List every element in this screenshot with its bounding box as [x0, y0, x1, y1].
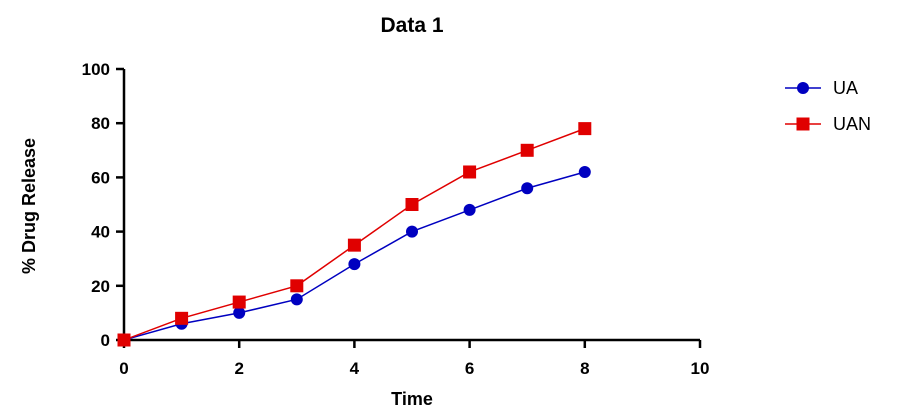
data-point [578, 165, 591, 178]
y-tick-label: 80 [91, 114, 110, 133]
data-point [405, 198, 419, 211]
data-point [233, 306, 246, 319]
chart-title: Data 1 [380, 14, 443, 37]
x-axis-label: Time [391, 389, 433, 407]
data-point [175, 311, 189, 325]
legend-marker [796, 117, 810, 131]
data-point [232, 295, 246, 309]
y-tick-label: 40 [91, 223, 110, 242]
x-tick-label: 0 [119, 359, 128, 378]
x-tick-label: 6 [465, 359, 474, 378]
legend-marker [797, 82, 809, 94]
series-ua [118, 165, 591, 346]
data-point [348, 258, 361, 271]
x-tick-label: 8 [580, 359, 589, 378]
legend-label: UA [833, 78, 858, 98]
x-tick-label: 2 [234, 359, 243, 378]
data-point [117, 333, 131, 347]
data-point [406, 225, 418, 238]
series-layer [117, 122, 592, 347]
data-point [521, 182, 534, 195]
x-tick-label: 4 [350, 359, 360, 378]
x-tick-label: 10 [691, 359, 710, 378]
series-line-uan [123, 127, 586, 341]
data-point [463, 203, 476, 216]
data-point [290, 279, 304, 293]
y-tick-label: 100 [82, 60, 110, 79]
y-tick-label: 20 [91, 277, 110, 296]
legend: UA UAN [785, 78, 871, 134]
data-point [290, 293, 303, 306]
y-tick-label: 60 [91, 168, 110, 187]
data-point [520, 143, 534, 157]
legend-label: UAN [833, 114, 871, 134]
data-point [347, 238, 361, 252]
data-point [578, 122, 592, 136]
series-uan [117, 122, 592, 347]
y-axis-label: % Drug Release [19, 138, 39, 274]
y-tick-label: 0 [101, 331, 110, 350]
data-point [463, 165, 477, 179]
